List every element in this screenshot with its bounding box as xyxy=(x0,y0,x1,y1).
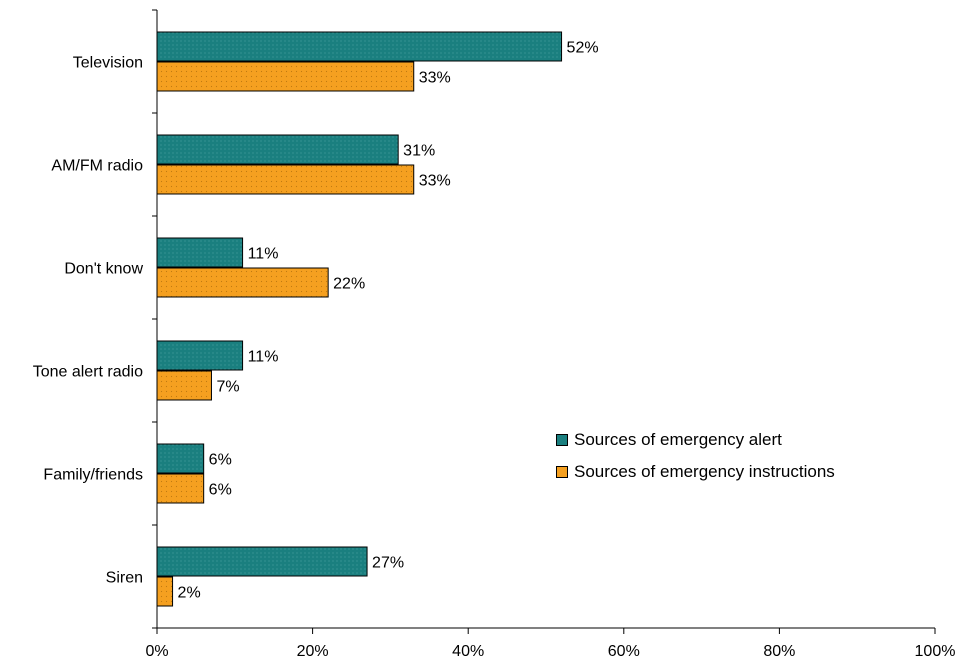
data-label: 52% xyxy=(567,40,599,57)
legend-label-instructions: Sources of emergency instructions xyxy=(574,462,835,481)
data-label: 6% xyxy=(209,452,232,469)
legend-swatch-instructions xyxy=(556,466,568,478)
data-label: 31% xyxy=(403,143,435,160)
x-tick-label: 100% xyxy=(915,643,956,660)
data-label: 7% xyxy=(216,379,239,396)
chart-bars xyxy=(156,31,563,607)
data-label: 6% xyxy=(209,482,232,499)
legend-label-alert: Sources of emergency alert xyxy=(574,430,782,449)
bar xyxy=(156,340,244,371)
category-label: Family/friends xyxy=(43,467,143,484)
legend-item-instructions: Sources of emergency instructions xyxy=(556,456,835,488)
x-tick-label: 60% xyxy=(608,643,640,660)
legend-swatch-alert xyxy=(556,434,568,446)
data-label: 27% xyxy=(372,555,404,572)
category-label: AM/FM radio xyxy=(51,158,143,175)
bar xyxy=(156,576,174,607)
x-tick-label: 40% xyxy=(452,643,484,660)
chart-legend: Sources of emergency alert Sources of em… xyxy=(556,424,835,488)
bar xyxy=(156,61,415,92)
x-tick-label: 20% xyxy=(297,643,329,660)
bar xyxy=(156,370,212,401)
chart-axes: 0% 20% 40% 60% 80% 100% xyxy=(145,9,956,660)
chart-labels: Television 52% 33% AM/FM radio 31% 33% Don't k… xyxy=(33,40,599,602)
bar xyxy=(156,134,399,165)
bar xyxy=(156,164,415,195)
bar xyxy=(156,267,329,298)
bar xyxy=(156,546,368,577)
x-tick-label: 0% xyxy=(145,643,168,660)
category-label: Television xyxy=(73,55,143,72)
category-label: Siren xyxy=(106,570,143,587)
data-label: 11% xyxy=(248,246,279,263)
data-label: 33% xyxy=(419,70,451,87)
category-label: Tone alert radio xyxy=(33,364,143,381)
data-label: 2% xyxy=(178,585,201,602)
bar xyxy=(156,31,563,62)
legend-item-alert: Sources of emergency alert xyxy=(556,424,835,456)
data-label: 33% xyxy=(419,173,451,190)
data-label: 22% xyxy=(333,276,365,293)
category-label: Don't know xyxy=(64,261,143,278)
data-label: 11% xyxy=(248,349,279,366)
x-tick-label: 80% xyxy=(763,643,795,660)
bar xyxy=(156,237,244,268)
bar xyxy=(156,443,205,474)
bar xyxy=(156,473,205,504)
